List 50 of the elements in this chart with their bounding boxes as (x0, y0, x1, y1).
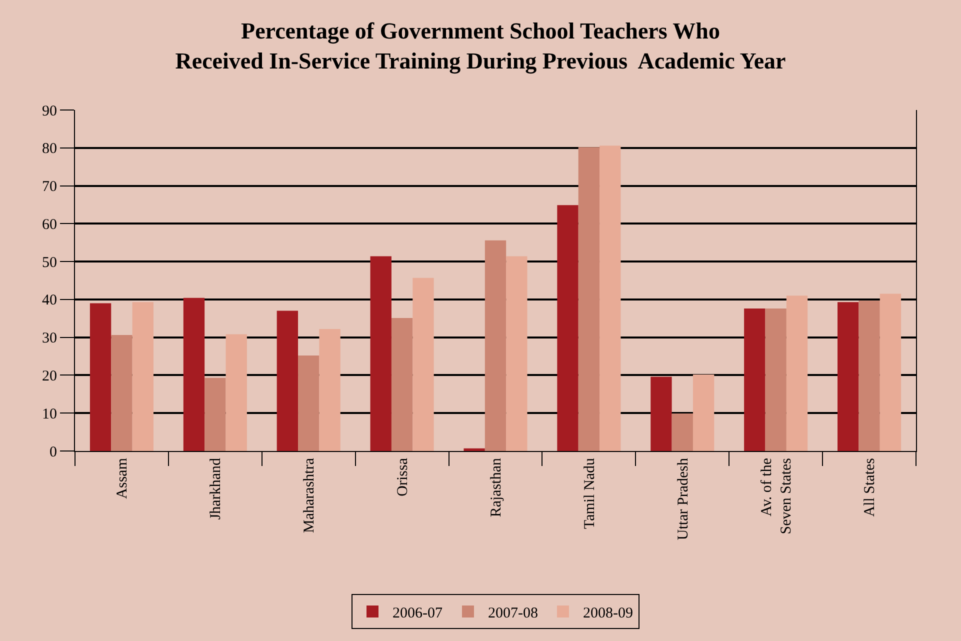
y-tick-label: 80 (42, 141, 57, 158)
y-tick-label: 30 (42, 330, 57, 347)
bar (600, 146, 621, 451)
bar (183, 298, 205, 451)
bar (765, 308, 786, 451)
x-tick-label: All States (862, 458, 878, 517)
bar (132, 302, 154, 451)
bar (506, 256, 528, 451)
y-tick-label: 50 (42, 254, 57, 271)
y-tick-label: 60 (42, 216, 57, 233)
y-tick-label: 70 (42, 179, 57, 196)
bar (557, 205, 578, 451)
bar (276, 310, 298, 451)
x-tick-label: Av. of the Seven States (758, 458, 794, 534)
y-tick-label: 40 (42, 292, 57, 309)
bar (464, 448, 485, 451)
bar (204, 378, 226, 451)
x-tick-label: Uttar Pradesh (675, 458, 692, 540)
bar (370, 256, 392, 451)
bar (786, 296, 808, 451)
bar (298, 356, 320, 451)
chart-title: Percentage of Government School Teachers Who Received In-Service Training During Previous Academic Year (175, 18, 786, 74)
x-tick-label: Jharkhand (208, 458, 224, 520)
bar (391, 318, 413, 451)
bar (880, 294, 902, 451)
bar (692, 374, 714, 451)
x-tick-label: Tamil Nadu (582, 458, 598, 530)
bar (838, 302, 859, 451)
bar (412, 278, 434, 451)
y-tick-label: 10 (42, 406, 57, 422)
y-tick-label: 90 (42, 103, 57, 120)
x-tick-label: Rajasthan (488, 458, 504, 518)
bar (484, 240, 506, 451)
bar (672, 413, 693, 451)
bar (226, 334, 247, 451)
x-tick-label: Orissa (394, 458, 411, 496)
bar (578, 147, 600, 451)
legend-label: 2008-09 (582, 605, 633, 622)
legend-label: 2007-08 (488, 605, 538, 622)
y-tick-label: 20 (42, 368, 57, 384)
x-tick-label: Assam (114, 458, 131, 499)
bar (858, 300, 880, 451)
x-tick-label: Maharashtra (301, 458, 318, 533)
y-tick-label: 0 (50, 444, 57, 460)
bar (111, 335, 132, 451)
legend-label: 2006-07 (392, 605, 443, 622)
bar (319, 329, 340, 451)
bar (744, 308, 766, 451)
bar (90, 303, 112, 451)
bar (650, 376, 672, 451)
